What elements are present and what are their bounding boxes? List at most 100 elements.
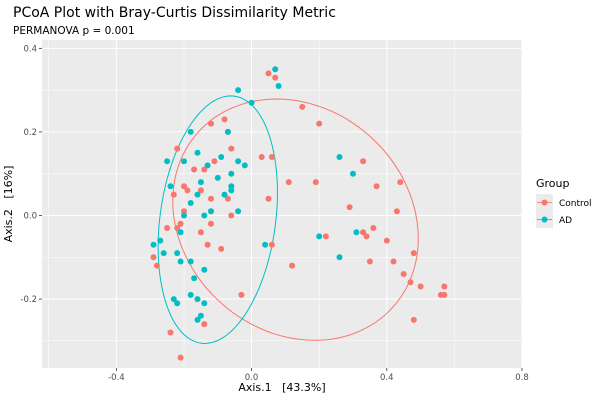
- point-ad: [197, 179, 204, 186]
- point-ad: [350, 170, 356, 177]
- point-control: [285, 179, 292, 186]
- point-control: [268, 154, 275, 160]
- point-control: [390, 258, 397, 265]
- point-control: [181, 208, 187, 215]
- y-tick-label: 0.4: [23, 44, 37, 54]
- legend: Group Control AD: [536, 177, 592, 228]
- point-control: [373, 183, 380, 190]
- chart-subtitle: PERMANOVA p = 0.001: [13, 25, 135, 37]
- point-ad: [228, 187, 235, 194]
- point-control: [366, 258, 373, 265]
- point-control: [360, 229, 367, 236]
- point-control: [268, 241, 275, 248]
- point-ad: [170, 296, 177, 303]
- point-control: [221, 116, 228, 123]
- point-ad: [187, 200, 194, 206]
- point-ad: [164, 158, 171, 165]
- point-control: [218, 245, 225, 252]
- point-control: [383, 237, 390, 244]
- point-control: [265, 70, 272, 77]
- y-tick-label: 0.0: [23, 211, 37, 221]
- point-control: [370, 225, 377, 231]
- point-control: [393, 208, 400, 215]
- plot-panel: [42, 40, 522, 368]
- point-ad: [353, 229, 360, 236]
- point-ad: [194, 316, 201, 323]
- point-ad: [197, 312, 204, 319]
- legend-title: Group: [536, 177, 570, 190]
- point-control: [208, 195, 214, 202]
- x-tick-label: 0.8: [515, 373, 529, 383]
- point-ad: [336, 254, 343, 261]
- x-axis-label: Axis.1 [43.3%]: [238, 381, 325, 394]
- ellipse-control: [172, 98, 419, 341]
- point-ad: [201, 300, 208, 307]
- grid-major: [42, 40, 523, 368]
- point-ad: [174, 250, 181, 257]
- legend-marker-ad: [541, 216, 548, 223]
- point-ad: [208, 208, 214, 215]
- point-control: [397, 179, 404, 186]
- point-control: [164, 225, 171, 231]
- point-ad: [262, 241, 269, 248]
- point-control: [167, 329, 174, 336]
- point-ad: [181, 158, 187, 165]
- point-control: [181, 183, 187, 190]
- point-ad: [187, 291, 194, 298]
- point-ad: [221, 191, 228, 198]
- point-control: [289, 262, 296, 269]
- point-control: [208, 220, 214, 227]
- legend-label-control: Control: [559, 199, 592, 209]
- legend-label-ad: AD: [559, 216, 572, 226]
- point-control: [272, 74, 279, 81]
- point-ad: [214, 174, 221, 181]
- point-control: [299, 103, 306, 110]
- point-control: [312, 179, 319, 186]
- x-tick-label: -0.4: [108, 373, 125, 383]
- point-control: [410, 250, 417, 257]
- point-control: [174, 145, 181, 152]
- point-control: [201, 166, 208, 173]
- x-tick-label: 0.4: [380, 373, 394, 383]
- point-control: [410, 316, 417, 323]
- point-ad: [201, 212, 208, 219]
- point-control: [204, 241, 211, 248]
- point-ad: [194, 296, 201, 303]
- point-ad: [275, 83, 282, 89]
- point-ad: [194, 149, 201, 156]
- point-ad: [218, 154, 225, 160]
- point-control: [316, 120, 323, 127]
- point-control: [153, 262, 160, 269]
- point-ad: [228, 170, 235, 177]
- point-control: [265, 195, 272, 202]
- point-control: [258, 154, 265, 160]
- grid-minor: [42, 40, 522, 368]
- point-ad: [187, 258, 194, 265]
- point-ad: [235, 87, 242, 94]
- point-ad: [194, 191, 201, 198]
- point-control: [191, 166, 198, 173]
- point-control: [407, 279, 414, 286]
- point-ad: [272, 66, 279, 73]
- point-control: [400, 271, 407, 277]
- point-control: [441, 291, 448, 298]
- point-ad: [174, 300, 181, 307]
- point-control: [238, 291, 245, 298]
- y-axis-label: Axis.2 [16%]: [2, 166, 15, 243]
- point-control: [363, 233, 370, 240]
- point-control: [224, 195, 231, 202]
- point-control: [208, 120, 214, 127]
- point-control: [201, 321, 208, 328]
- point-control: [177, 354, 184, 361]
- point-control: [360, 158, 367, 165]
- point-control: [228, 212, 235, 219]
- y-tick-label: -0.2: [20, 295, 37, 305]
- point-control: [177, 220, 184, 227]
- point-control: [197, 229, 204, 236]
- point-ad: [235, 208, 242, 215]
- point-ad: [235, 158, 242, 165]
- point-ad: [241, 162, 248, 169]
- point-ad: [181, 212, 187, 219]
- point-ad: [150, 241, 157, 248]
